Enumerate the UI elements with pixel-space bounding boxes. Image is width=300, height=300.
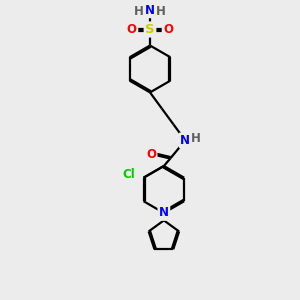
Text: O: O — [163, 23, 173, 36]
Text: O: O — [146, 148, 156, 161]
Text: H: H — [191, 132, 201, 145]
Text: N: N — [180, 134, 190, 147]
Text: Cl: Cl — [122, 168, 135, 181]
Text: H: H — [134, 5, 144, 18]
Text: H: H — [156, 5, 166, 18]
Text: O: O — [127, 23, 137, 36]
Text: N: N — [145, 4, 155, 17]
Text: N: N — [159, 206, 169, 219]
Text: S: S — [145, 23, 155, 36]
